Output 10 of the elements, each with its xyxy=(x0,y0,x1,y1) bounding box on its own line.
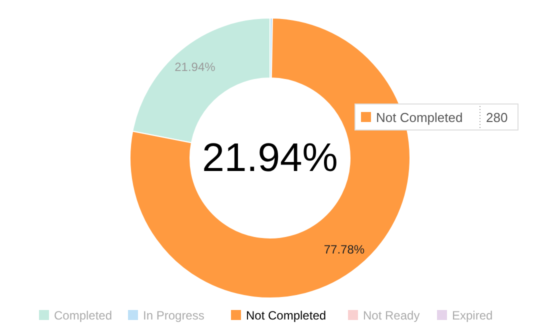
data-label: 77.78% xyxy=(324,242,365,257)
legend-label: Not Ready xyxy=(363,308,420,322)
text: 280 xyxy=(486,110,508,125)
legend-label: Not Completed xyxy=(246,308,326,322)
legend-label: Expired xyxy=(452,308,493,322)
text: 21.94% xyxy=(202,136,338,180)
legend-label: In Progress xyxy=(143,308,204,322)
data-label: 21.94% xyxy=(174,60,216,74)
legend-label: Completed xyxy=(54,308,112,322)
text: Not Completed xyxy=(376,110,463,125)
